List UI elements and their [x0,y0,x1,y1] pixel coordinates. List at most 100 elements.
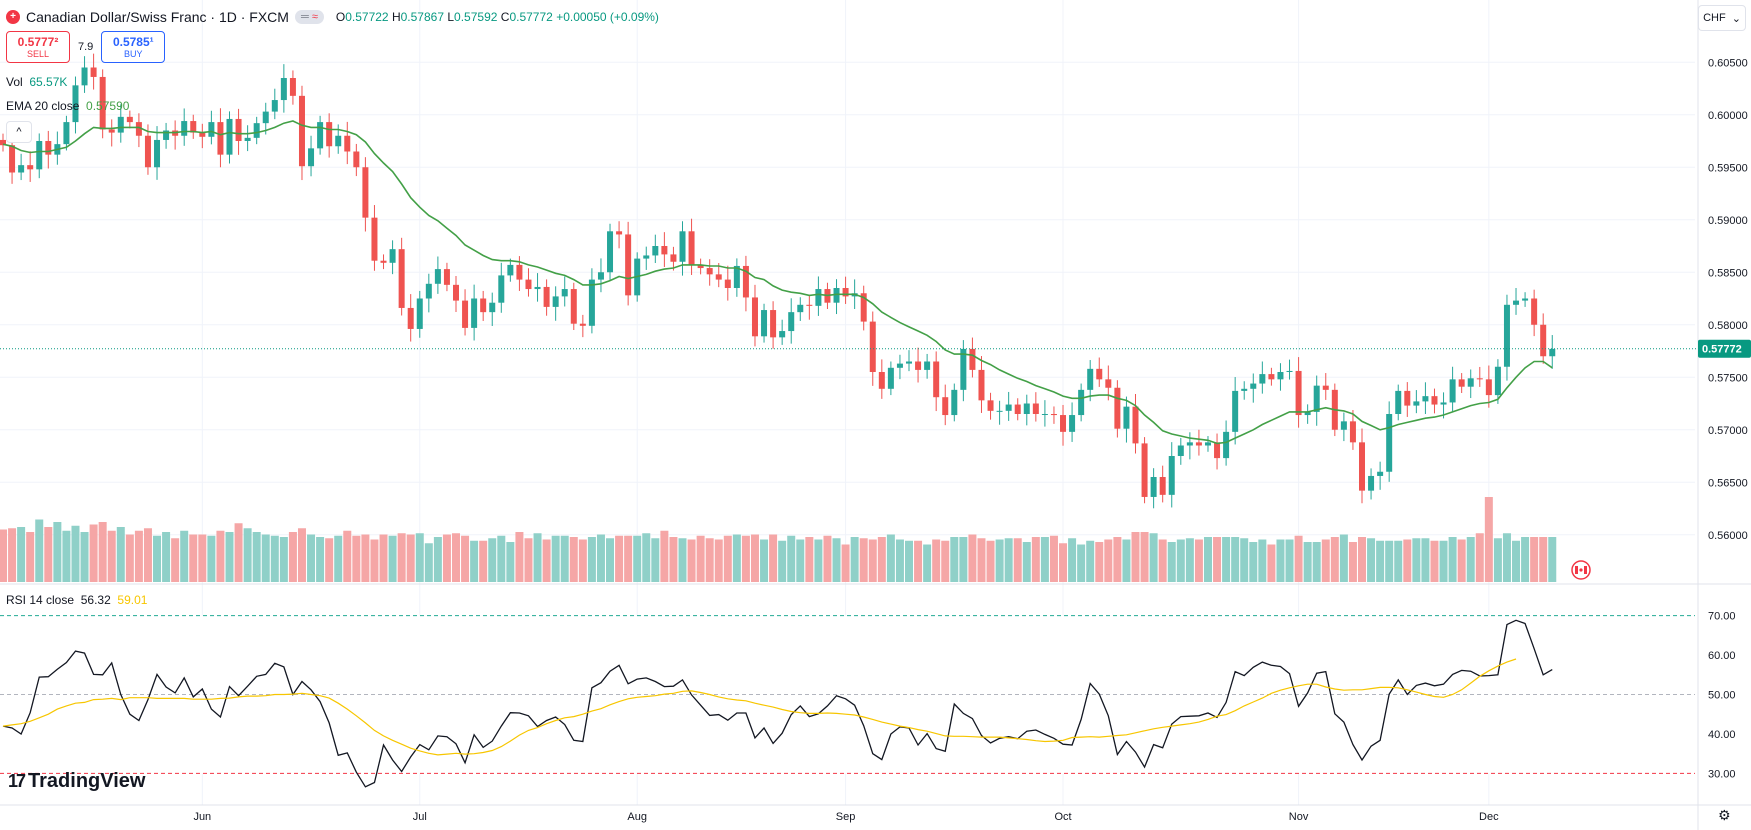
sell-button[interactable]: 0.5777² SELL [6,31,70,63]
volume-bar [80,532,89,582]
candle-body [579,323,586,326]
candle-body [1386,414,1393,472]
candle-body [99,76,106,130]
collapse-legend-button[interactable]: ^ [6,121,32,143]
volume-bar [1213,537,1222,582]
candle-body [1522,298,1529,301]
candle-body [1078,389,1085,416]
volume-bar [932,539,941,582]
volume-bar [859,538,868,582]
candle-body [933,361,940,398]
volume-bar [1521,537,1530,582]
candle-body [1114,387,1121,429]
candle-body [1295,370,1302,416]
candle-body [471,298,478,328]
volume-bar [216,530,225,582]
price-tick-label: 0.57000 [1708,425,1748,437]
rsi-legend[interactable]: RSI 14 close 56.32 59.01 [6,593,147,607]
volume-bar [207,535,216,582]
volume-bars [0,497,1557,582]
volume-bar [388,535,397,582]
candle-body [1467,378,1474,387]
volume-bar [669,537,678,582]
tradingview-logo[interactable]: 17 TradingView [8,770,145,793]
volume-bar [479,540,488,582]
candle-body [1268,374,1275,380]
volume-bar [923,544,932,582]
candle-body [951,389,958,416]
candle-body [543,286,550,307]
symbol-title[interactable]: Canadian Dollar/Swiss Franc · 1D · FXCM [26,9,289,25]
ema-legend[interactable]: EMA 20 close 0.57590 [6,99,129,113]
candle-body [154,139,161,168]
buy-button[interactable]: 0.5785¹ BUY [101,31,166,63]
candle-body [733,265,740,288]
volume-bar [1512,540,1521,582]
price-axis-labels[interactable]: 0.60500 0.60000 0.59500 0.59000 0.58500 0.580… [1708,57,1748,542]
volume-bar [1059,543,1068,582]
volume-bar [153,535,162,582]
rsi-axis-labels: 70.00 60.00 50.00 40.00 30.00 [1708,611,1736,781]
price-tick-label: 0.58500 [1708,267,1748,279]
candle-body [443,269,450,285]
volume-bar [1131,532,1140,582]
candle-body [1531,298,1538,325]
candle-body [1159,477,1166,495]
candle-body [742,265,749,298]
candle-body [1349,421,1356,443]
volume-bar [606,538,615,582]
volume-bar [868,539,877,582]
volume-bar [1240,538,1249,582]
candle-body [1023,403,1030,414]
volume-bar [198,534,207,582]
volume-bar [1457,539,1466,582]
candle-body [72,85,79,123]
volume-bar [696,535,705,582]
candle-body [987,400,994,411]
rsi-tick-label: 30.00 [1708,768,1736,780]
currency-selector[interactable]: CHF ⌄ [1698,5,1746,31]
volume-bar [8,528,17,582]
candle-body [1549,348,1556,357]
canada-flag-icon[interactable] [1571,560,1591,580]
ema20-line [2,120,1553,445]
volume-bar [116,527,125,582]
volume-bar [497,535,506,582]
volume-bar [1258,539,1267,582]
candle-body [434,269,441,284]
candle-body [1476,378,1483,380]
volume-bar [950,537,959,582]
candle-body [1322,385,1329,390]
candle-body [1204,442,1211,446]
volume-bar [678,538,687,582]
candle-body [1241,388,1248,391]
candle-body [661,246,668,255]
buy-price: 0.5785¹ [112,34,154,49]
volume-bar [814,539,823,582]
compare-toggle[interactable]: ═ ≈ [294,10,324,24]
chevron-down-icon: ⌄ [1731,12,1741,25]
candle-body [244,137,251,141]
candle-body [1096,368,1103,380]
candle-body [144,135,151,168]
gear-icon[interactable]: ⚙ [1718,807,1731,823]
volume-bar [959,537,968,582]
candle-body [208,122,215,137]
time-axis-labels[interactable]: Jun Jul Aug Sep Oct Nov Dec [193,811,1499,823]
volume-bar [62,530,71,582]
volume-bar [805,537,814,582]
volume-bar [1403,539,1412,582]
volume-bar [1068,538,1077,582]
candle-body [1286,370,1293,372]
volume-legend[interactable]: Vol 65.57K [6,75,67,89]
candle-body [1014,404,1021,414]
candle-body [561,289,568,297]
volume-bar [1502,533,1511,582]
tradingview-mark-icon: 17 [8,771,26,791]
volume-bar [261,534,270,582]
volume-bar [379,534,388,582]
pill-left-glyph: ═ [300,11,309,23]
volume-bar [886,534,895,582]
volume-bar [1394,540,1403,582]
